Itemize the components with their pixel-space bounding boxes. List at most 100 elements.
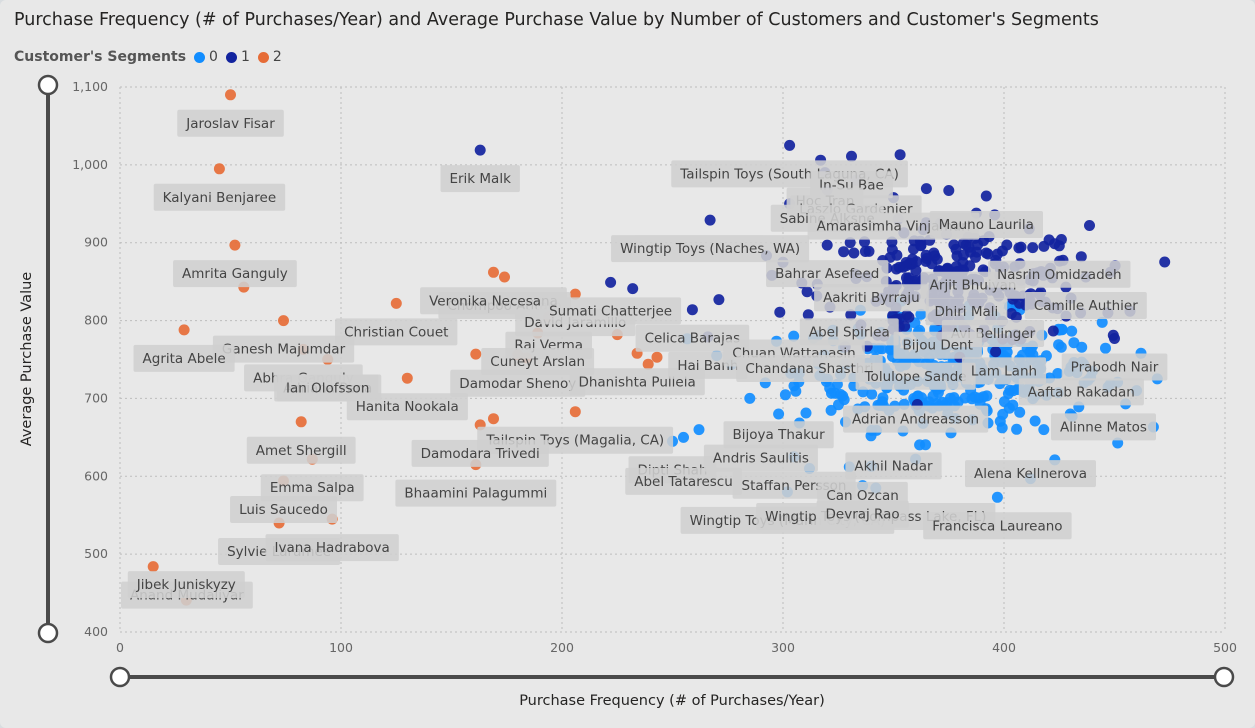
data-point-segment-0[interactable] (800, 407, 812, 419)
data-point-segment-2[interactable] (488, 413, 499, 425)
data-point-segment-0[interactable] (1066, 325, 1078, 337)
data-point-segment-2[interactable] (225, 89, 236, 101)
data-point-segment-1[interactable] (1159, 256, 1171, 268)
data-point-segment-1[interactable] (844, 237, 856, 249)
data-point-segment-1[interactable] (990, 346, 1002, 358)
data-point-segment-1[interactable] (920, 183, 932, 195)
data-point-segment-0[interactable] (866, 388, 878, 400)
data-point-segment-1[interactable] (1001, 239, 1013, 251)
data-point-segment-1[interactable] (951, 250, 963, 262)
data-point-segment-1[interactable] (802, 309, 814, 321)
data-point-segment-1[interactable] (982, 248, 994, 260)
data-point-segment-0[interactable] (991, 491, 1003, 503)
y-range-slider-max-handle[interactable] (37, 74, 59, 96)
data-point-segment-0[interactable] (1053, 339, 1065, 351)
data-point-segment-2[interactable] (295, 416, 307, 428)
data-point-segment-1[interactable] (774, 306, 786, 318)
data-point-segment-1[interactable] (1027, 242, 1039, 254)
data-point-segment-1[interactable] (1013, 242, 1025, 254)
x-range-slider-max-handle[interactable] (1213, 666, 1235, 688)
data-point-segment-0[interactable] (1100, 342, 1111, 354)
data-point-segment-1[interactable] (931, 253, 943, 265)
legend-item-2[interactable]: 2 (257, 49, 282, 65)
data-point-segment-1[interactable] (915, 240, 927, 252)
data-point-segment-2[interactable] (569, 406, 581, 418)
data-point-segment-0[interactable] (825, 404, 837, 416)
data-point-segment-0[interactable] (744, 392, 756, 404)
data-point-segment-2[interactable] (488, 266, 499, 278)
data-point-segment-1[interactable] (605, 276, 617, 288)
data-point-segment-2[interactable] (401, 372, 413, 384)
data-point-segment-0[interactable] (1076, 341, 1088, 353)
data-point-segment-0[interactable] (981, 390, 993, 402)
data-point-segment-0[interactable] (773, 408, 785, 420)
data-point-segment-0[interactable] (1007, 399, 1019, 411)
data-point-segment-2[interactable] (499, 271, 510, 283)
data-point-segment-0[interactable] (1096, 316, 1108, 328)
data-point-segment-1[interactable] (893, 261, 905, 273)
data-point-segment-0[interactable] (1011, 423, 1023, 435)
data-point-segment-0[interactable] (994, 415, 1006, 427)
data-point-segment-2[interactable] (642, 358, 654, 370)
data-point-segment-1[interactable] (838, 246, 850, 258)
data-point-segment-1[interactable] (859, 246, 871, 257)
data-point-segment-0[interactable] (915, 308, 927, 320)
data-point-segment-0[interactable] (790, 385, 802, 397)
data-point-segment-1[interactable] (846, 150, 857, 162)
data-point-segment-1[interactable] (1084, 220, 1095, 231)
data-point-segment-0[interactable] (1038, 424, 1050, 436)
data-point-segment-0[interactable] (835, 389, 847, 400)
data-point-segment-1[interactable] (845, 309, 857, 321)
data-point-segment-1[interactable] (713, 294, 725, 306)
data-point-segment-1[interactable] (821, 239, 833, 251)
data-point-segment-2[interactable] (147, 561, 159, 573)
data-point-segment-0[interactable] (788, 330, 800, 342)
data-point-segment-1[interactable] (627, 283, 639, 295)
data-point-segment-2[interactable] (178, 324, 190, 336)
data-point-segment-1[interactable] (948, 239, 960, 251)
legend-item-0[interactable]: 0 (194, 49, 218, 65)
data-point-segment-0[interactable] (1052, 368, 1064, 379)
data-point-segment-1[interactable] (704, 214, 716, 226)
data-point-segment-0[interactable] (1002, 388, 1014, 400)
data-point-segment-0[interactable] (877, 392, 889, 404)
legend-item-1[interactable]: 1 (225, 49, 250, 65)
data-point-segment-1[interactable] (474, 144, 486, 156)
data-point-segment-0[interactable] (1029, 415, 1041, 427)
data-point-segment-1[interactable] (894, 149, 906, 161)
data-point-segment-1[interactable] (1010, 311, 1022, 323)
data-point-segment-2[interactable] (213, 163, 225, 175)
data-point-segment-1[interactable] (903, 311, 915, 323)
data-point-segment-1[interactable] (686, 304, 698, 316)
data-point-segment-0[interactable] (914, 439, 926, 451)
data-point-segment-2[interactable] (470, 348, 482, 360)
data-point-segment-0[interactable] (824, 382, 836, 394)
data-point-segment-1[interactable] (971, 246, 983, 258)
data-point-segment-1[interactable] (1038, 240, 1050, 252)
data-point-segment-2[interactable] (390, 297, 402, 309)
data-point-segment-1[interactable] (921, 253, 933, 264)
data-point-segment-1[interactable] (943, 185, 955, 196)
data-point-segment-1[interactable] (1075, 251, 1087, 263)
data-point-segment-0[interactable] (693, 424, 705, 436)
data-point-segment-2[interactable] (569, 288, 581, 300)
data-point-segment-2[interactable] (651, 351, 663, 363)
data-point-segment-0[interactable] (678, 431, 689, 443)
data-point-segment-1[interactable] (1053, 240, 1065, 252)
data-point-segment-1[interactable] (801, 286, 813, 298)
data-point-segment-0[interactable] (779, 389, 791, 401)
data-point-segment-1[interactable] (911, 256, 923, 268)
data-point-segment-0[interactable] (966, 393, 978, 405)
data-point-segment-0[interactable] (1014, 406, 1026, 418)
data-point-segment-0[interactable] (833, 399, 844, 411)
y-range-slider-min-handle[interactable] (37, 622, 59, 644)
data-point-segment-2[interactable] (229, 239, 241, 251)
data-point-segment-1[interactable] (1109, 333, 1120, 344)
data-point-segment-1[interactable] (848, 247, 860, 259)
data-point-segment-2[interactable] (278, 315, 289, 327)
data-point-segment-1[interactable] (1047, 325, 1059, 337)
data-point-segment-0[interactable] (936, 396, 948, 408)
x-range-slider-min-handle[interactable] (109, 666, 131, 688)
data-point-segment-1[interactable] (980, 190, 992, 202)
data-point-segment-1[interactable] (784, 139, 796, 151)
